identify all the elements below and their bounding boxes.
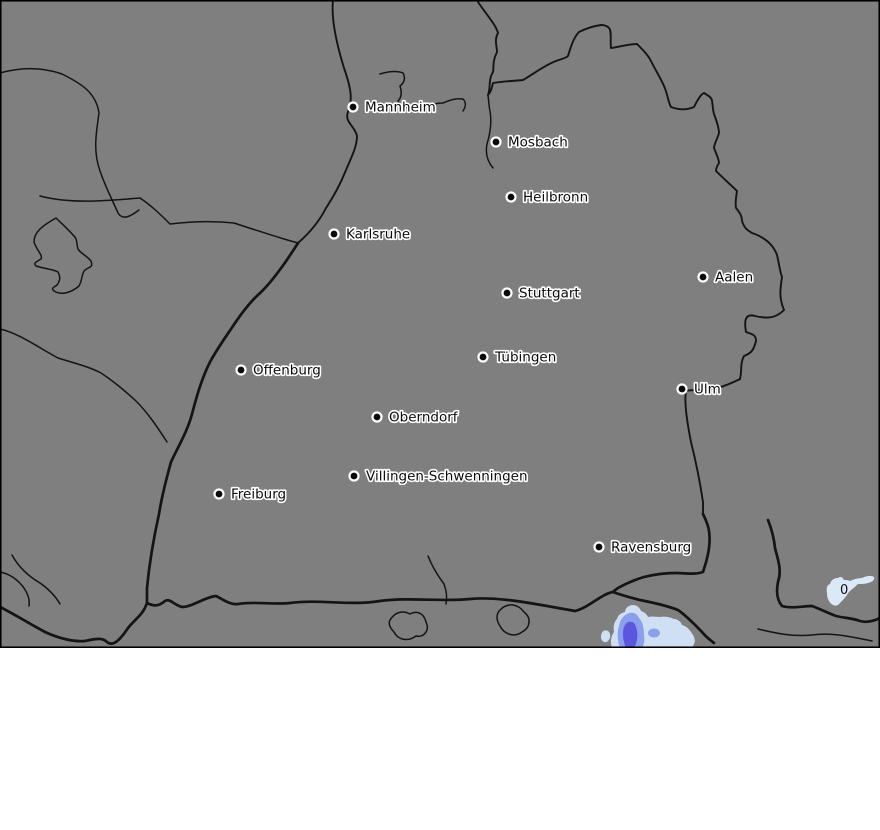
city-dot (350, 472, 358, 480)
city-label: Offenburg (253, 363, 321, 379)
city-dot (373, 413, 381, 421)
city-marker: Heilbronn (505, 188, 590, 207)
city-dot (595, 543, 603, 551)
caption-area: Niederschlag, 1std (in mm) Modell: ICON-… (0, 648, 880, 830)
map-frame (0, 0, 880, 648)
city-label: Villingen-Schwenningen (366, 469, 528, 485)
city-label: Karlsruhe (346, 227, 410, 243)
city-marker: Ulm (676, 380, 722, 399)
state-borders-north (297, 0, 785, 515)
city-markers-layer: Mannheim Mosbach Heilbronn Karlsruhe Stuttga… (213, 98, 755, 557)
city-dot (349, 103, 357, 111)
map-land-background (0, 0, 880, 648)
city-label: Mosbach (508, 135, 568, 151)
city-marker: Ravensburg (593, 538, 693, 557)
city-label: Heilbronn (523, 190, 588, 206)
city-marker: Aalen (697, 268, 755, 287)
rain-spot-mid (648, 628, 660, 638)
precipitation-map: 0 Mannheim Mosbach Heilbronn Karlsruhe Stutt… (0, 0, 880, 648)
city-dot (503, 289, 511, 297)
city-dot (699, 273, 707, 281)
rain-area-small-left (601, 630, 611, 643)
city-label: Oberndorf (389, 410, 459, 426)
city-marker: Karlsruhe (328, 225, 412, 244)
city-label: Aalen (715, 270, 753, 286)
map-canvas: 0 Mannheim Mosbach Heilbronn Karlsruhe Stutt… (0, 0, 880, 648)
national-borders (0, 241, 880, 645)
city-marker: Mannheim (347, 98, 437, 117)
city-dot (479, 353, 487, 361)
city-marker: Villingen-Schwenningen (348, 467, 529, 486)
city-marker: Stuttgart (501, 284, 581, 303)
city-label: Freiburg (231, 487, 286, 503)
city-dot (507, 193, 515, 201)
city-marker: Mosbach (490, 133, 569, 152)
city-marker: Oberndorf (371, 408, 460, 427)
rain-area-bodensee (826, 575, 875, 606)
city-label: Tübingen (494, 350, 556, 366)
city-marker: Tübingen (477, 348, 558, 367)
city-dot (678, 385, 686, 393)
city-marker: Offenburg (235, 361, 322, 380)
city-dot (330, 230, 338, 238)
city-label: Ravensburg (611, 540, 691, 556)
city-dot (237, 366, 245, 374)
precipitation-areas (601, 575, 875, 648)
city-label: Stuttgart (519, 286, 580, 302)
district-borders (0, 67, 873, 642)
contour-zero-label: 0 (840, 583, 848, 598)
rain-area-core (622, 621, 638, 648)
city-dot (492, 138, 500, 146)
city-label: Mannheim (365, 100, 436, 116)
city-label: Ulm (694, 382, 721, 398)
city-marker: Freiburg (213, 485, 288, 504)
city-dot (215, 490, 223, 498)
